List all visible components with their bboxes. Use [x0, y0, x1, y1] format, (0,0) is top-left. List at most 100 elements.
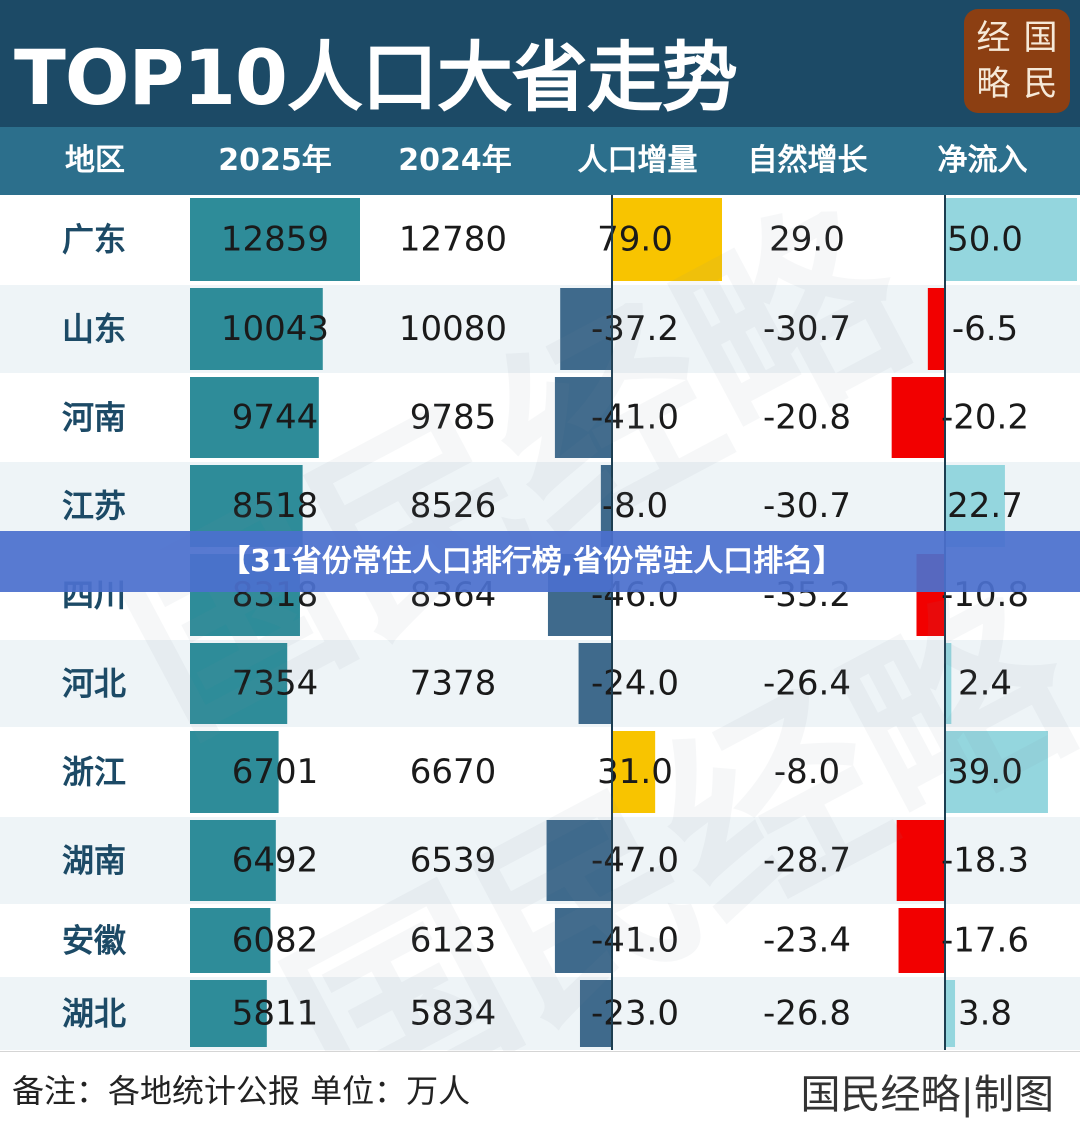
population-2025-bar [190, 288, 323, 370]
logo-char: 民 [1023, 64, 1058, 104]
region-label: 湖北 [62, 995, 126, 1033]
natural-growth-label: -8.0 [774, 752, 840, 792]
net-inflow-label: -18.3 [941, 841, 1029, 881]
population-2025-bar [190, 377, 319, 458]
overlay-banner: 【31省份常住人口排行榜,省份常驻人口排名】 [0, 531, 1080, 592]
net-inflow-bar [927, 288, 945, 370]
natural-growth-label: -23.4 [763, 921, 851, 961]
population-2025-bar [190, 198, 360, 281]
table-row [0, 195, 1080, 284]
population-increase-bar [560, 288, 612, 370]
region-label: 安徽 [62, 922, 127, 960]
net-inflow-label: 2.4 [958, 664, 1012, 704]
region-label: 湖南 [62, 842, 126, 880]
net-inflow-label: 3.8 [958, 994, 1012, 1034]
table-row [0, 285, 1080, 373]
population-2025-label: 8518 [232, 486, 319, 526]
population-increase-label: -24.0 [591, 664, 679, 704]
population-2025-label: 9744 [232, 398, 319, 438]
population-increase-label: -47.0 [591, 841, 679, 881]
chart-title: TOP10人口大省走势 [14, 33, 738, 122]
population-increase-label: -23.0 [591, 994, 679, 1034]
net-inflow-label: -6.5 [952, 309, 1018, 349]
region-label: 浙江 [62, 753, 126, 791]
population-increase-label: -41.0 [591, 398, 679, 438]
region-label: 广东 [62, 221, 126, 259]
column-header-increase: 人口增量 [577, 143, 698, 178]
population-2024-label: 9785 [410, 398, 497, 438]
net-inflow-bar [945, 980, 956, 1047]
population-increase-bar [600, 465, 612, 547]
net-inflow-bar [891, 377, 945, 458]
population-increase-label: -41.0 [591, 921, 679, 961]
population-2024-label: 7378 [410, 664, 497, 704]
population-increase-bar [612, 198, 722, 281]
column-header-net-inflow: 净流入 [937, 143, 1028, 178]
population-2025-label: 12859 [221, 220, 329, 260]
region-label: 山东 [62, 310, 126, 348]
population-2024-label: 6539 [410, 841, 497, 881]
population-2024-label: 6123 [410, 921, 497, 961]
net-inflow-bar [896, 820, 945, 901]
population-2024-label: 10080 [399, 309, 507, 349]
region-label: 河北 [62, 665, 126, 703]
population-increase-bar [554, 908, 612, 973]
population-2025-label: 5811 [232, 994, 319, 1034]
footer: 备注：各地统计公报 单位：万人 国民经略|制图 [0, 1051, 1080, 1126]
logo-char: 略 [976, 64, 1011, 104]
net-inflow-bar [945, 198, 1077, 281]
population-2024-label: 5834 [410, 994, 497, 1034]
net-inflow-bar [945, 731, 1048, 813]
region-label: 河南 [62, 399, 126, 437]
population-2025-label: 6701 [232, 752, 319, 792]
footer-brand: 国民经略|制图 [800, 1072, 1054, 1118]
population-increase-bar [546, 820, 612, 901]
net-inflow-bar [945, 643, 952, 724]
population-2025-bar [190, 980, 267, 1047]
column-header-region: 地区 [65, 143, 125, 178]
column-header-2024: 2024年 [398, 143, 512, 178]
footer-note: 备注：各地统计公报 单位：万人 [12, 1072, 471, 1110]
natural-growth-label: -30.7 [763, 309, 851, 349]
population-increase-label: 31.0 [597, 752, 673, 792]
logo-char: 国 [1023, 18, 1058, 58]
table-row [0, 640, 1080, 727]
population-increase-bar [612, 731, 656, 813]
population-increase-bar [554, 377, 612, 458]
table-header: 地区 2025年 2024年 人口增量 自然增长 净流入 [0, 127, 1080, 195]
population-2025-label: 6492 [232, 841, 319, 881]
banner-text: 【31省份常住人口排行榜,省份常驻人口排名】 [220, 544, 844, 579]
population-2025-label: 7354 [232, 664, 319, 704]
population-2024-label: 12780 [399, 220, 507, 260]
net-inflow-label: 50.0 [947, 220, 1023, 260]
net-inflow-label: 39.0 [947, 752, 1023, 792]
population-increase-label: 79.0 [597, 220, 673, 260]
natural-growth-label: 29.0 [769, 220, 845, 260]
logo-char: 经 [976, 18, 1011, 58]
region-label: 江苏 [62, 487, 126, 525]
population-2025-label: 10043 [221, 309, 329, 349]
natural-growth-label: -30.7 [763, 486, 851, 526]
column-header-2025: 2025年 [218, 143, 332, 178]
natural-growth-label: -20.8 [763, 398, 851, 438]
population-2024-label: 6670 [410, 752, 497, 792]
population-increase-bar [579, 980, 612, 1047]
net-inflow-label: -17.6 [941, 921, 1029, 961]
population-increase-label: -37.2 [591, 309, 679, 349]
population-2025-bar [190, 643, 288, 724]
table-row [0, 977, 1080, 1050]
population-2024-label: 8526 [410, 486, 497, 526]
population-2025-label: 6082 [232, 921, 319, 961]
column-header-natural-growth: 自然增长 [747, 143, 868, 178]
population-2025-bar [190, 820, 276, 901]
net-inflow-bar [898, 908, 945, 973]
table-row [0, 728, 1080, 816]
brand-logo: 经 国 略 民 [964, 9, 1070, 113]
natural-growth-label: -26.8 [763, 994, 851, 1034]
net-inflow-label: -20.2 [941, 398, 1029, 438]
population-2025-bar [190, 908, 271, 973]
title-bar: TOP10人口大省走势 经 国 略 民 [0, 0, 1080, 127]
natural-growth-label: -26.4 [763, 664, 851, 704]
natural-growth-label: -28.7 [763, 841, 851, 881]
net-inflow-label: 22.7 [947, 486, 1023, 526]
